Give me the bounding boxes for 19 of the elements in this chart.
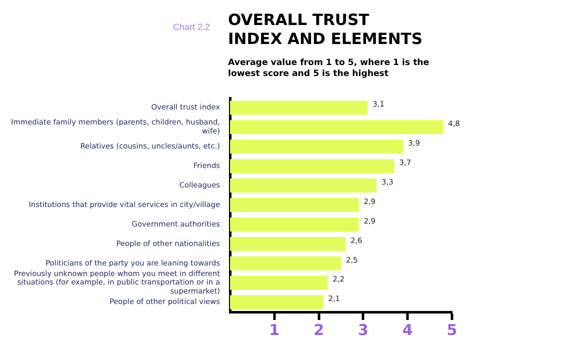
bar <box>230 276 328 290</box>
x-tick-label: 5 <box>446 320 458 339</box>
bar <box>230 198 359 212</box>
bar <box>230 256 341 270</box>
bar <box>230 120 444 134</box>
x-tick-label: 3 <box>358 320 368 339</box>
bar <box>230 178 377 193</box>
x-tick-label: 2 <box>314 320 324 339</box>
bar <box>230 100 368 115</box>
bar <box>230 295 324 310</box>
chart-subtitle: Average value from 1 to 5, where 1 is the lowest score and 5 is the highest <box>228 58 430 80</box>
chart-title: OVERALL TRUST INDEX AND ELEMENTS <box>228 11 424 49</box>
x-tick-label: 4 <box>402 320 413 339</box>
x-tick-label: 1 <box>269 320 280 339</box>
bar <box>230 159 394 174</box>
caption: Chart 2.2 <box>173 22 210 32</box>
bar <box>230 217 359 232</box>
bar <box>230 140 404 154</box>
bar <box>230 236 346 251</box>
